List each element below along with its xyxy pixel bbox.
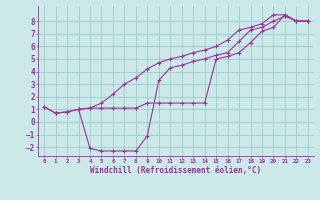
X-axis label: Windchill (Refroidissement éolien,°C): Windchill (Refroidissement éolien,°C) [91,166,261,175]
